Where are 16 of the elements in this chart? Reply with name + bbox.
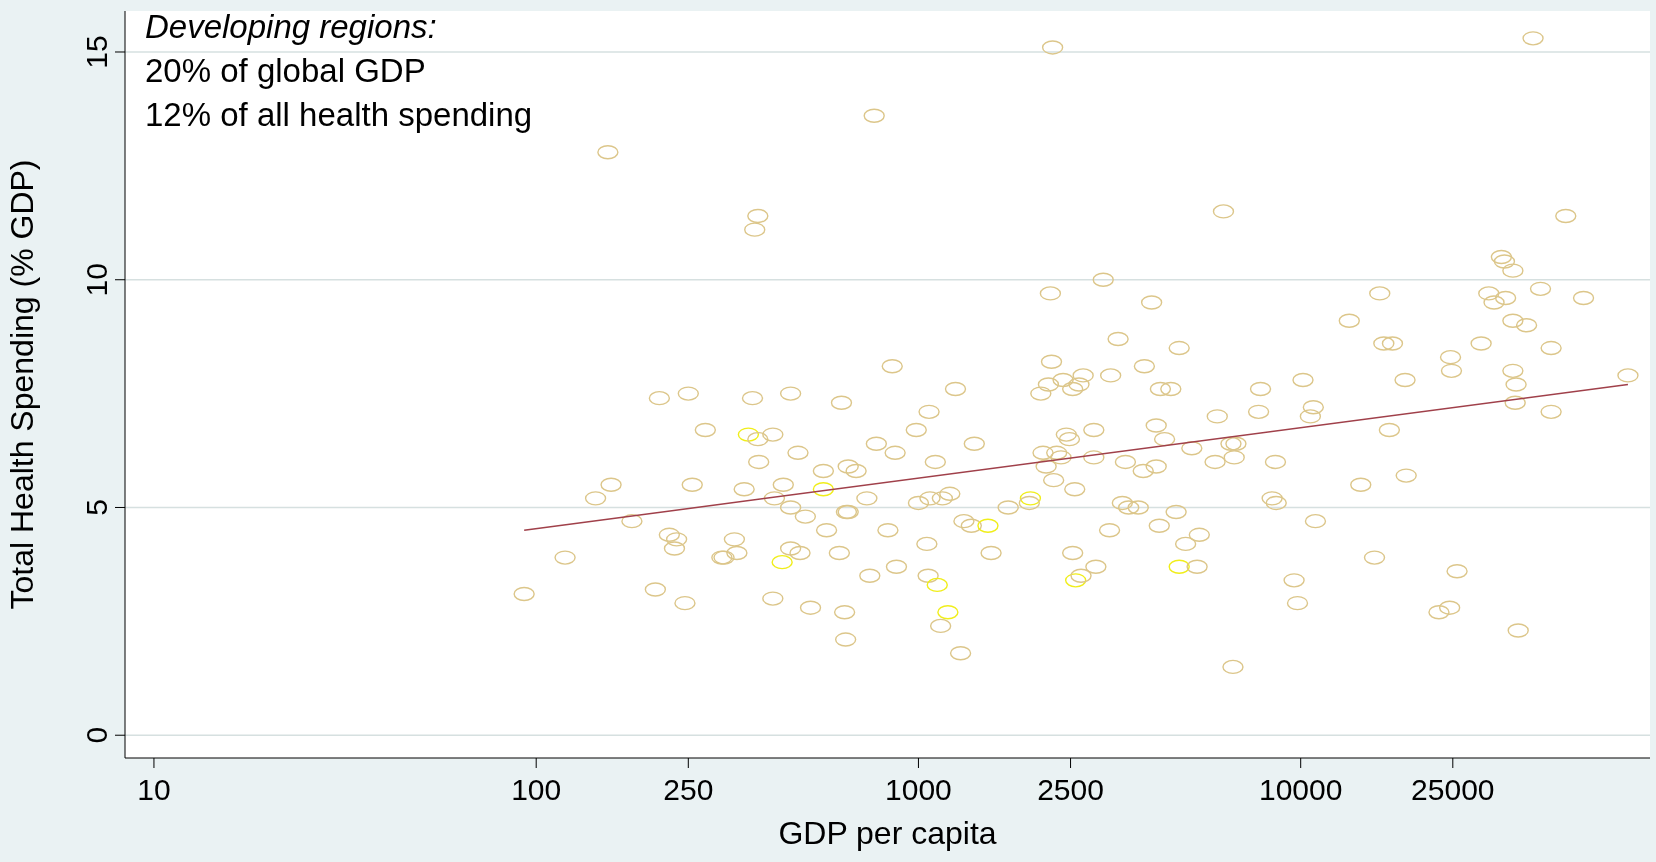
x-tick-label: 250 [663,773,714,806]
annotation: Developing regions: [145,8,437,46]
x-tick-label: 25000 [1411,773,1495,806]
y-tick-label: 0 [80,726,113,744]
x-tick-label: 10 [137,773,171,806]
y-tick-label: 10 [80,263,113,297]
x-axis-title: GDP per capita [778,815,997,851]
annotation: 12% of all health spending [145,96,533,134]
x-tick-label: 100 [511,773,562,806]
x-tick-label: 10000 [1258,773,1343,806]
x-tick-label: 2500 [1037,773,1104,806]
y-tick-label: 15 [80,35,113,69]
y-tick-label: 5 [80,499,113,516]
y-axis-title: Total Health Spending (% GDP) [4,159,41,610]
annotation: 20% of global GDP [145,52,426,90]
x-tick-label: 1000 [885,773,952,806]
